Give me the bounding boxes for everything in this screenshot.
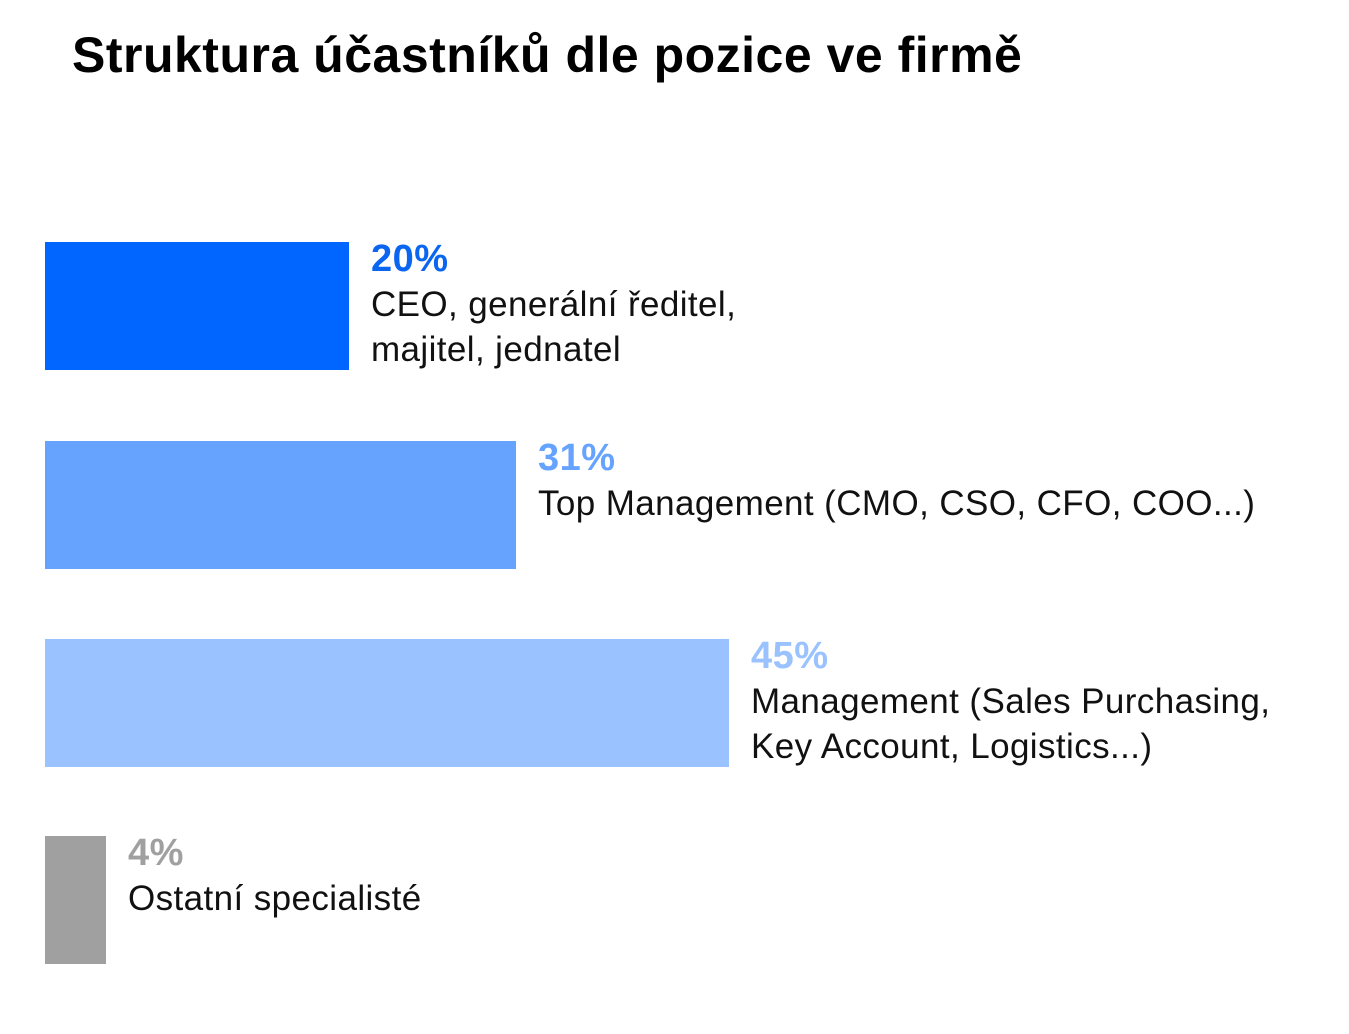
bar-category-label: majitel, jednatel	[371, 330, 621, 369]
bar-label: 4% Ostatní specialisté	[128, 830, 422, 921]
bar-value-label: 31%	[538, 437, 616, 479]
bar-category-label: Ostatní specialisté	[128, 879, 422, 918]
bar-row: 20% CEO, generální ředitel, majitel, jedna…	[0, 238, 1349, 372]
bar-value-label: 20%	[371, 238, 449, 280]
bar	[45, 639, 729, 767]
chart-title: Struktura účastníků dle pozice ve firmě	[72, 27, 1023, 83]
bar-category-label: CEO, generální ředitel,	[371, 285, 737, 324]
bar	[45, 441, 516, 569]
bar-label: 31% Top Management (CMO, CSO, CFO, COO...…	[538, 435, 1255, 526]
bar-value-label: 45%	[751, 635, 829, 677]
bar-row: 45% Management (Sales Purchasing, Key Acco…	[0, 635, 1349, 769]
bar	[45, 836, 106, 964]
bar-category-label: Management (Sales Purchasing,	[751, 682, 1271, 721]
bar-row: 4% Ostatní specialisté	[0, 832, 1349, 966]
bar-category-label: Top Management (CMO, CSO, CFO, COO...)	[538, 484, 1256, 523]
bar	[45, 242, 349, 370]
bar-category-label: Key Account, Logistics...)	[751, 727, 1153, 766]
bar-row: 31% Top Management (CMO, CSO, CFO, COO...…	[0, 437, 1349, 571]
bar-value-label: 4%	[128, 832, 184, 874]
bar-label: 45% Management (Sales Purchasing, Key Acco…	[751, 633, 1270, 769]
bar-label: 20% CEO, generální ředitel, majitel, jedna…	[371, 236, 736, 372]
